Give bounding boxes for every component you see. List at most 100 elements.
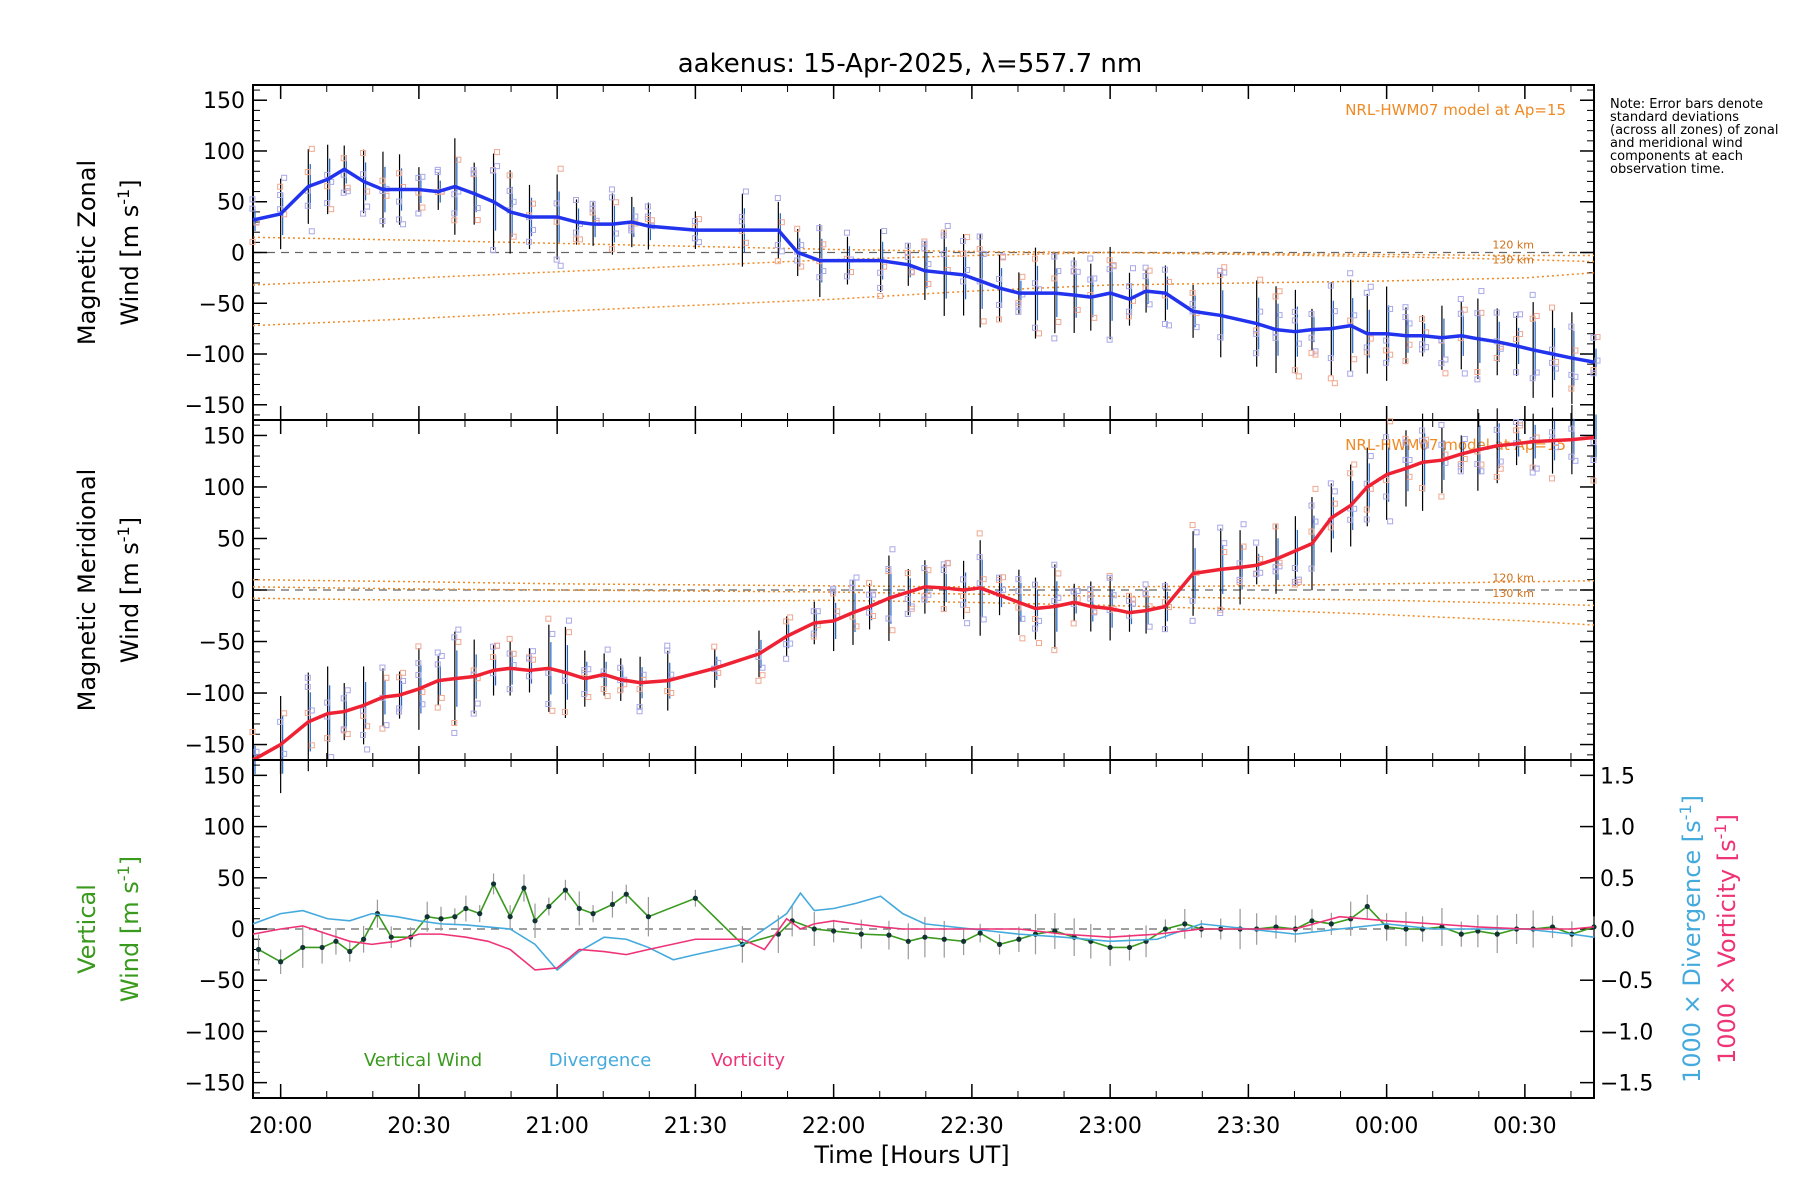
zone-point: [774, 258, 781, 265]
zone-point: [715, 669, 722, 676]
zone-point: [1312, 348, 1319, 355]
zone-point: [572, 236, 579, 243]
zone-point: [383, 192, 390, 199]
zone-point: [494, 163, 501, 170]
zone-point: [1193, 529, 1200, 536]
zone-point: [470, 170, 477, 177]
zone-point: [277, 183, 284, 190]
zone-point: [608, 186, 615, 193]
zone-point: [1423, 442, 1430, 449]
zone-point: [960, 576, 967, 583]
zone-point: [415, 672, 422, 679]
x-tick-label: 21:00: [525, 1114, 588, 1139]
legend-vorticity: Vorticity: [711, 1050, 785, 1071]
chart-title: aakenus: 15-Apr-2025, λ=557.7 nm: [678, 49, 1142, 79]
legend-divergence: Divergence: [549, 1050, 652, 1071]
zone-point: [529, 226, 536, 233]
zone-point: [600, 686, 607, 693]
zone-point: [1553, 365, 1560, 372]
zone-point: [557, 262, 564, 269]
zone-point: [1217, 334, 1224, 341]
zone-point: [925, 280, 932, 287]
model-curve: [252, 272, 1595, 327]
zone-point: [506, 635, 513, 642]
zone-point: [281, 710, 288, 717]
zone-point: [1087, 255, 1094, 262]
zone-point: [1549, 475, 1556, 482]
zone-point: [996, 316, 1003, 323]
zone-point: [328, 754, 335, 761]
zone-point: [1406, 456, 1413, 463]
zone-point: [565, 617, 572, 624]
zone-point: [1383, 347, 1390, 354]
y-tick-label: 150: [203, 424, 245, 449]
zone-point: [1419, 485, 1426, 492]
zone-point: [1387, 418, 1394, 425]
zone-point: [1517, 311, 1524, 318]
zone-point: [383, 674, 390, 681]
zone-point: [1091, 314, 1098, 321]
zone-point: [1442, 451, 1449, 458]
zone-point: [1189, 300, 1196, 307]
zone-point: [1074, 268, 1081, 275]
y-axis-label-line1: Vertical: [73, 884, 101, 974]
zone-point: [415, 210, 422, 217]
zone-point: [1419, 346, 1426, 353]
zone-point: [1087, 585, 1094, 592]
x-tick-label: 20:00: [249, 1114, 312, 1139]
zone-point: [364, 723, 371, 730]
x-tick-label: 00:00: [1355, 1114, 1418, 1139]
zone-point: [438, 694, 445, 701]
zone-point: [324, 200, 331, 207]
zone-point: [814, 608, 821, 615]
zone-point: [1478, 288, 1485, 295]
zone-point: [1106, 266, 1113, 273]
vertical-wind-point: [811, 926, 817, 932]
zone-point: [816, 225, 823, 232]
zone-point: [1161, 626, 1168, 633]
x-tick-label: 21:30: [664, 1114, 727, 1139]
x-tick-label: 23:30: [1217, 1114, 1280, 1139]
zone-point: [738, 218, 745, 225]
zone-point: [1272, 523, 1279, 530]
zone-point: [545, 669, 552, 676]
zone-point: [553, 256, 560, 263]
zone-point: [691, 217, 698, 224]
vertical-wind-point: [507, 914, 513, 920]
zone-point: [324, 699, 331, 706]
legend-vertical-wind: Vertical Wind: [364, 1050, 482, 1071]
zone-point: [396, 705, 403, 712]
zone-point: [921, 240, 928, 247]
zone-point: [1236, 576, 1243, 583]
zone-point: [964, 606, 971, 613]
zone-point: [415, 174, 422, 181]
zone-point: [364, 203, 371, 210]
zone-point: [1308, 310, 1315, 317]
zone-point: [1351, 461, 1358, 468]
zone-point: [364, 188, 371, 195]
zone-point: [281, 750, 288, 757]
zone-point: [976, 554, 983, 561]
zone-point: [1493, 309, 1500, 316]
zone-point: [1146, 301, 1153, 308]
km-label: 130 km: [1492, 254, 1534, 267]
zone-point: [1478, 309, 1485, 316]
y-tick-label: −50: [199, 969, 245, 994]
zone-point: [1291, 564, 1298, 571]
zone-point: [889, 546, 896, 553]
zone-point: [415, 660, 422, 667]
y-tick-label: −100: [185, 343, 245, 368]
zone-point: [908, 269, 915, 276]
model-curve: [252, 251, 1595, 286]
zone-point: [1331, 308, 1338, 315]
zone-point: [557, 165, 564, 172]
zone-point: [604, 693, 611, 700]
zone-point: [277, 192, 284, 199]
zone-point: [1015, 576, 1022, 583]
zone-point: [419, 204, 426, 211]
zone-point: [816, 274, 823, 281]
zone-point: [506, 650, 513, 657]
zone-point: [1070, 620, 1077, 627]
zone-point: [1533, 369, 1540, 376]
y-tick-label: 150: [203, 89, 245, 114]
